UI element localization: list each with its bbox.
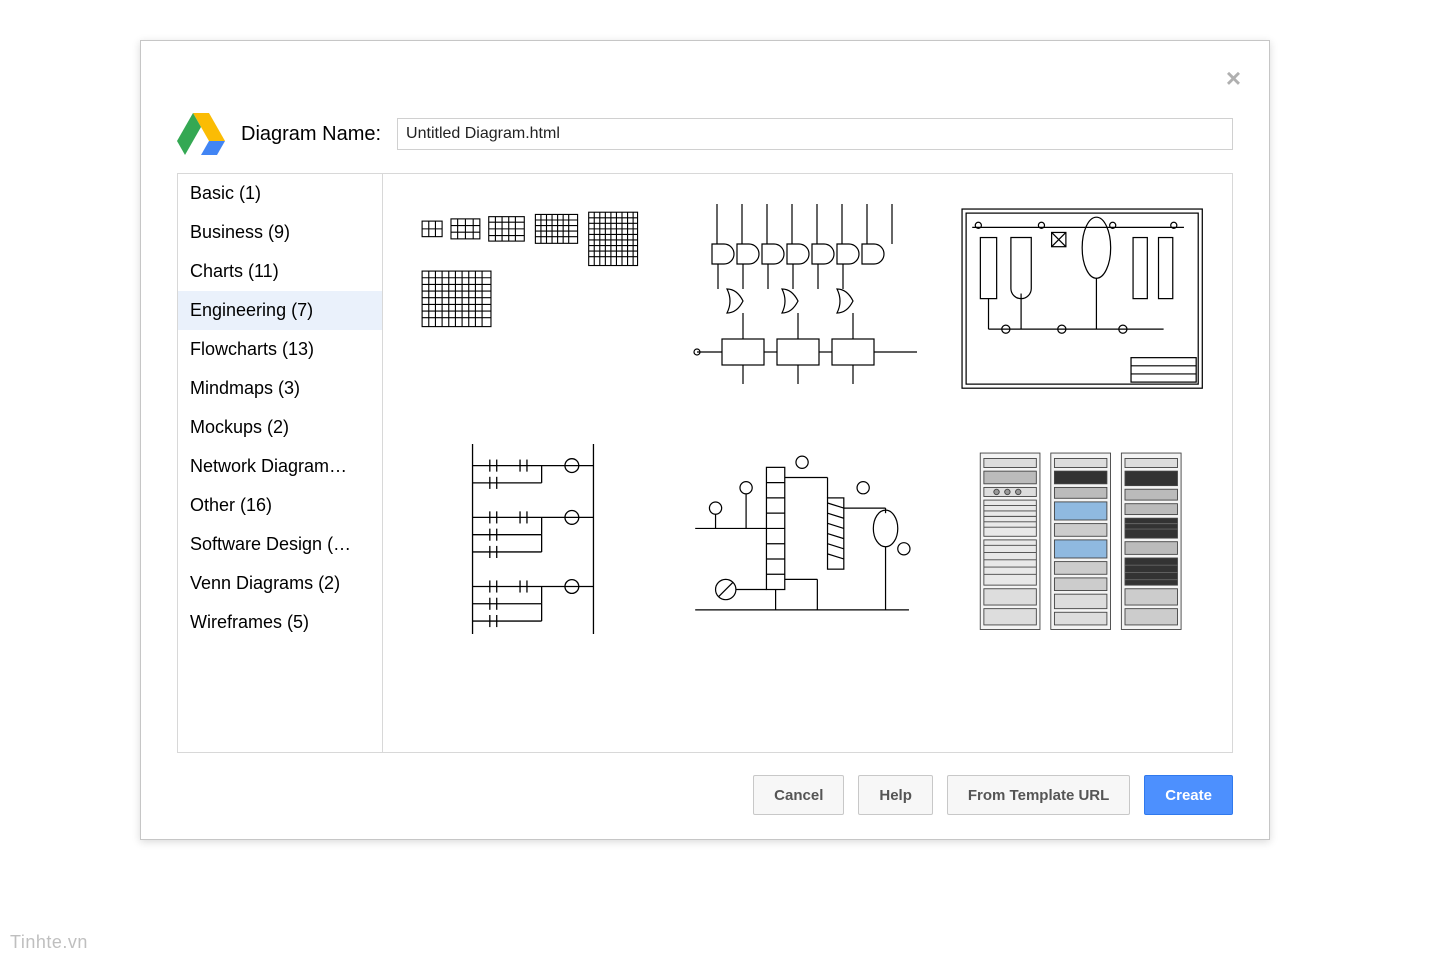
diagram-name-label: Diagram Name: <box>241 123 381 146</box>
sidebar-item-venn[interactable]: Venn Diagrams (2) <box>178 564 382 603</box>
sidebar-item-mockups[interactable]: Mockups (2) <box>178 408 382 447</box>
sidebar-item-business[interactable]: Business (9) <box>178 213 382 252</box>
dialog-header: Diagram Name: <box>177 113 1233 155</box>
diagram-name-input[interactable] <box>397 118 1233 150</box>
sidebar-item-charts[interactable]: Charts (11) <box>178 252 382 291</box>
sidebar-item-basic[interactable]: Basic (1) <box>178 174 382 213</box>
dialog-footer: Cancel Help From Template URL Create <box>177 775 1233 815</box>
sidebar-item-engineering[interactable]: Engineering (7) <box>178 291 382 330</box>
sidebar-item-network[interactable]: Network Diagram… <box>178 447 382 486</box>
sidebar-item-other[interactable]: Other (16) <box>178 486 382 525</box>
new-diagram-dialog: × Diagram Name: Basic (1) Business (9) C… <box>140 40 1270 840</box>
google-drive-icon <box>177 113 225 155</box>
template-server-racks[interactable] <box>960 444 1204 634</box>
template-logic-circuit[interactable] <box>685 204 929 394</box>
sidebar-item-wireframes[interactable]: Wireframes (5) <box>178 603 382 642</box>
sidebar-item-flowcharts[interactable]: Flowcharts (13) <box>178 330 382 369</box>
from-template-url-button[interactable]: From Template URL <box>947 775 1130 815</box>
watermark-text: Tinhte.vn <box>10 932 88 953</box>
close-icon[interactable]: × <box>1226 65 1241 91</box>
template-pid-1[interactable] <box>960 204 1204 394</box>
template-pid-2[interactable] <box>685 444 929 634</box>
template-breadboard-chips[interactable] <box>411 204 655 394</box>
template-ladder-logic[interactable] <box>411 444 655 634</box>
dialog-body: Basic (1) Business (9) Charts (11) Engin… <box>177 173 1233 753</box>
create-button[interactable]: Create <box>1144 775 1233 815</box>
sidebar-item-software[interactable]: Software Design (… <box>178 525 382 564</box>
help-button[interactable]: Help <box>858 775 933 815</box>
sidebar-item-mindmaps[interactable]: Mindmaps (3) <box>178 369 382 408</box>
cancel-button[interactable]: Cancel <box>753 775 844 815</box>
template-gallery[interactable] <box>383 174 1232 752</box>
category-sidebar: Basic (1) Business (9) Charts (11) Engin… <box>178 174 383 752</box>
